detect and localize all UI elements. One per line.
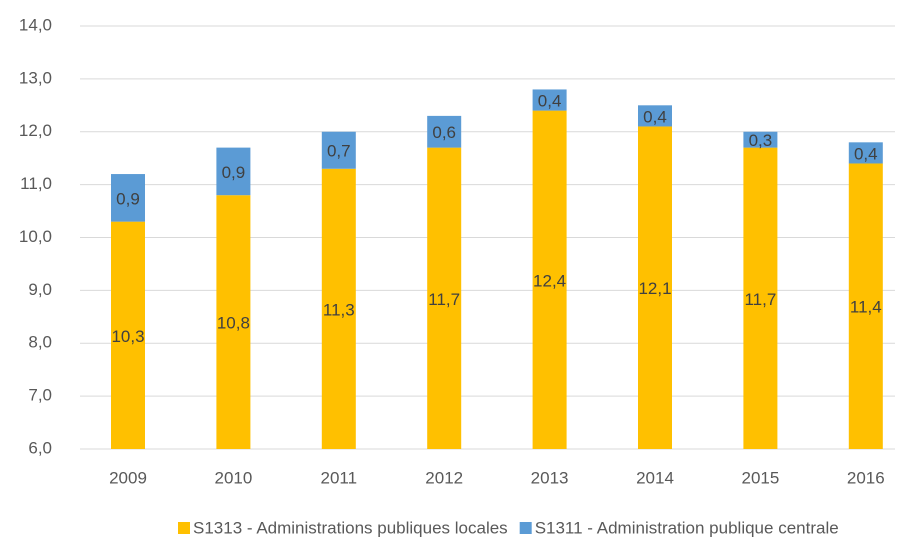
bar-segment [111, 174, 145, 222]
bar-segment [848, 142, 883, 164]
y-tick-label: 8,0 [28, 333, 52, 352]
bar-segment [427, 147, 462, 450]
x-tick-label: 2011 [321, 468, 358, 487]
x-tick-label: 2009 [109, 468, 147, 487]
data-label: 11,4 [850, 298, 882, 317]
bar-segment [743, 147, 778, 450]
legend-swatch [178, 522, 190, 534]
bar-segment [743, 131, 778, 148]
bar-segment [427, 115, 462, 148]
bar-segment [111, 221, 145, 449]
bar-segment [848, 163, 883, 449]
legend-swatch [519, 522, 532, 534]
bar-segment [638, 105, 672, 127]
legend-label: S1311 - Administration publique centrale [535, 518, 839, 537]
data-label: 0,3 [749, 131, 773, 150]
y-tick-label: 6,0 [28, 438, 52, 457]
data-label: 11,3 [323, 300, 355, 319]
bar-segment [216, 147, 251, 196]
bar-segment [321, 168, 356, 449]
data-label: 0,9 [116, 189, 140, 208]
data-label: 0,4 [538, 92, 562, 111]
data-label: 0,4 [643, 107, 667, 126]
data-label: 11,7 [428, 290, 460, 309]
data-label: 0,9 [222, 163, 246, 182]
data-label: 12,4 [533, 271, 566, 290]
y-tick-label: 9,0 [28, 280, 52, 299]
x-tick-label: 2014 [636, 468, 674, 487]
data-label: 11,7 [744, 290, 776, 309]
bar-segment [638, 126, 672, 450]
data-label: 12,1 [638, 279, 671, 298]
y-tick-label: 12,0 [19, 121, 52, 140]
y-tick-label: 10,0 [19, 227, 52, 246]
y-tick-label: 14,0 [19, 15, 52, 34]
data-label: 0,4 [854, 144, 878, 163]
bar-segment [532, 89, 567, 111]
data-label: 10,8 [217, 314, 250, 333]
data-label: 0,7 [327, 142, 351, 161]
x-tick-label: 2016 [847, 468, 885, 487]
legend-label: S1313 - Administrations publiques locale… [193, 518, 508, 537]
x-tick-label: 2012 [425, 468, 463, 487]
data-label: 0,6 [432, 123, 456, 142]
bar-segment [216, 195, 251, 449]
x-tick-label: 2015 [741, 468, 779, 487]
bar-segment [532, 110, 567, 449]
y-tick-label: 13,0 [19, 68, 52, 87]
x-tick-label: 2013 [531, 468, 569, 487]
data-label: 10,3 [111, 327, 144, 346]
y-tick-label: 11,0 [20, 174, 52, 193]
x-tick-label: 2010 [214, 468, 252, 487]
y-tick-label: 7,0 [28, 386, 52, 405]
bar-segment [321, 131, 356, 169]
